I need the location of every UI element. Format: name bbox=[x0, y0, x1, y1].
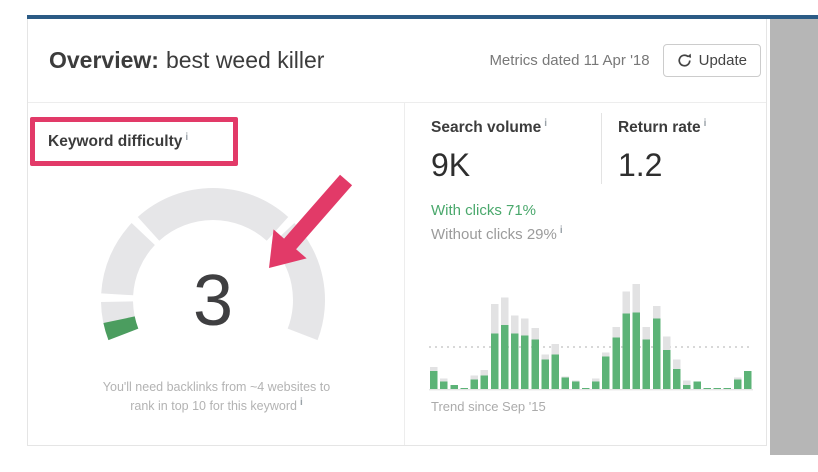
page-title: Overview: best weed killer bbox=[49, 47, 324, 74]
overview-card: Overview: best weed killer Metrics dated … bbox=[27, 19, 767, 446]
return-rate-value: 1.2 bbox=[617, 147, 663, 184]
annotation-arrow bbox=[269, 174, 353, 268]
scrollbar[interactable] bbox=[770, 19, 818, 455]
metrics-dated-text: Metrics dated 11 Apr '18 bbox=[489, 52, 650, 69]
info-icon[interactable]: i bbox=[185, 131, 189, 143]
info-icon[interactable]: i bbox=[544, 118, 548, 129]
card-header: Overview: best weed killer Metrics dated … bbox=[28, 19, 766, 103]
card-top-accent-bar bbox=[27, 15, 818, 19]
info-icon[interactable]: i bbox=[703, 118, 707, 129]
clicks-breakdown: With clicks 71% Without clicks 29% i bbox=[431, 201, 563, 245]
update-button-label: Update bbox=[698, 52, 747, 69]
metrics-panel: Search volume i 9K Return rate i 1.2 With … bbox=[403, 103, 766, 445]
search-volume-label: Search volume i bbox=[430, 118, 548, 137]
page-title-label: Overview: bbox=[49, 47, 159, 73]
return-rate-metric: Return rate i 1.2 bbox=[600, 113, 751, 185]
search-volume-metric: Search volume i 9K bbox=[431, 113, 601, 184]
refresh-icon bbox=[677, 53, 692, 68]
keyword-text: best weed killer bbox=[165, 47, 325, 73]
annotation-highlight-box: Keyword difficulty i bbox=[30, 117, 238, 166]
difficulty-note: You'll need backlinks from ~4 websites t… bbox=[102, 380, 331, 414]
update-button[interactable]: Update bbox=[662, 44, 761, 77]
with-clicks-stat: With clicks 71% bbox=[430, 202, 537, 219]
card-body: 3 Keyword difficulty i You'll need backli… bbox=[28, 103, 766, 445]
info-icon[interactable]: i bbox=[299, 397, 303, 408]
keyword-difficulty-title: Keyword difficulty i bbox=[48, 131, 189, 151]
difficulty-value: 3 bbox=[193, 261, 233, 341]
info-icon[interactable]: i bbox=[559, 225, 563, 236]
keyword-difficulty-gauge: 3 bbox=[101, 174, 353, 341]
metrics-row: Search volume i 9K Return rate i 1.2 bbox=[431, 113, 751, 185]
keyword-difficulty-panel: 3 Keyword difficulty i You'll need backli… bbox=[28, 103, 404, 445]
return-rate-label: Return rate i bbox=[617, 118, 707, 137]
trend-chart bbox=[428, 284, 753, 391]
gauge-value-segment bbox=[103, 316, 139, 341]
trend-caption: Trend since Sep '15 bbox=[430, 399, 546, 414]
without-clicks-stat: Without clicks 29% i bbox=[430, 225, 563, 243]
search-volume-value: 9K bbox=[430, 147, 471, 184]
